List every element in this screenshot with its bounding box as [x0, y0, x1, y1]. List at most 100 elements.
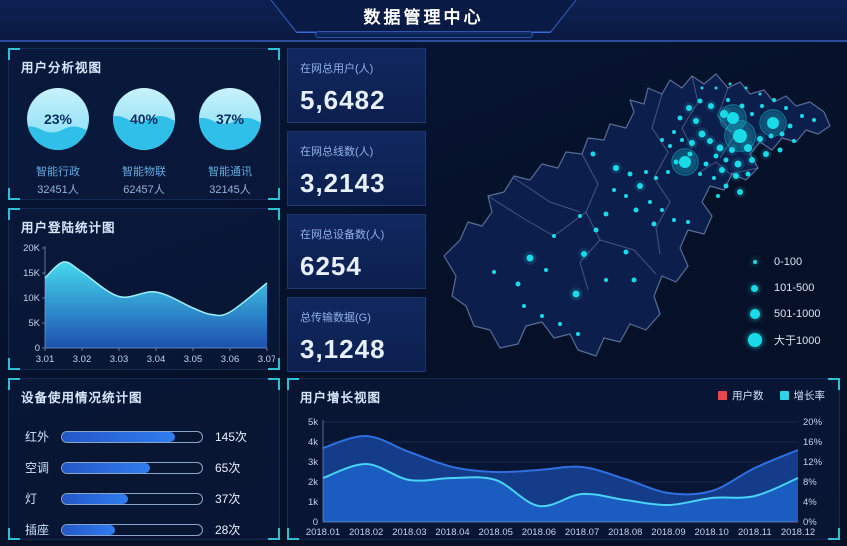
liquid-gauge-1[interactable]: 23% 智能行政 32451人 [18, 86, 98, 197]
login-area-chart[interactable]: 0 5K 10K 15K 20K 3.01 3.02 3.03 3.04 3.05 3.06 3.07 [15, 238, 275, 370]
stat-value: 3,1248 [300, 334, 386, 364]
stat-card-total-data: 总传输数据(G) 3,1248 [287, 297, 426, 372]
growth-chart-legend: 用户数 增长率 [718, 388, 825, 403]
device-bar-label: 灯 [25, 492, 38, 506]
map-bubble [744, 144, 752, 152]
map-bubble [749, 157, 755, 163]
device-bar-value: 28次 [215, 523, 241, 537]
svg-text:20K: 20K [23, 243, 41, 254]
map-bubble [540, 314, 544, 318]
map-legend-label: 0-100 [774, 256, 803, 268]
legend-item-growth-rate[interactable]: 增长率 [779, 388, 825, 403]
map-bubble [733, 173, 739, 179]
map-bubble [624, 194, 628, 198]
map-bubble [716, 194, 720, 198]
corner-decoration [287, 528, 299, 540]
map-bubble [522, 304, 526, 308]
map-bubble [492, 270, 496, 274]
map-bubble [613, 165, 619, 171]
gauge-percent: 23% [44, 111, 73, 127]
gauge-label: 智能通讯 [208, 166, 252, 178]
svg-text:20%: 20% [803, 417, 823, 428]
corner-decoration [8, 378, 20, 390]
device-bar-label: 空调 [25, 461, 50, 475]
map-bubble [719, 167, 725, 173]
map-legend-label: 大于1000 [774, 335, 821, 347]
svg-text:2018.01: 2018.01 [306, 527, 340, 538]
svg-text:0: 0 [313, 517, 318, 528]
map-bubble [728, 82, 732, 86]
svg-text:2018.10: 2018.10 [694, 527, 728, 538]
map-bubble [760, 104, 764, 108]
map-legend-item: 501-1000 [748, 306, 821, 322]
device-bar-label: 红外 [25, 430, 50, 444]
map-legend-label: 101-500 [774, 282, 815, 294]
corner-decoration [8, 528, 20, 540]
device-bar-value: 65次 [215, 461, 241, 475]
map-bubble [558, 322, 562, 326]
map-bubble [576, 332, 580, 336]
map-bubble [726, 98, 730, 102]
map-bubble [672, 218, 676, 222]
corner-decoration [828, 378, 840, 390]
liquid-gauge-2[interactable]: 40% 智能物联 62457人 [104, 86, 184, 197]
panel-device-usage: 设备使用情况统计图 红外145次空调65次灯37次插座28次窗帘24次 [8, 378, 280, 540]
svg-text:1k: 1k [308, 497, 318, 508]
svg-text:5K: 5K [28, 318, 40, 329]
map-bubble [727, 112, 739, 124]
device-bar-row: 插座 28次 [25, 521, 263, 538]
map-bubble [603, 211, 609, 217]
growth-area-chart[interactable]: 0 1k 2k 3k 4k 5k 0% 4% 8% 12% 16% 20% 2018.01 2018.02… [293, 414, 834, 540]
map-bubble [767, 117, 779, 129]
map-bubble [637, 183, 643, 189]
panel-title-user-growth: 用户增长视图 [300, 391, 382, 405]
x-axis-labels: 2018.01 2018.02 2018.03 2018.04 2018.05 2018.… [306, 527, 815, 538]
map-bubble [697, 98, 703, 104]
stat-value: 5,6482 [300, 85, 386, 115]
device-bar-row: 空调 65次 [25, 459, 263, 476]
legend-item-users[interactable]: 用户数 [718, 388, 764, 403]
right-axis-labels: 0% 4% 8% 12% 16% 20% [803, 417, 823, 528]
map-bubble [784, 106, 788, 110]
map-bubble [672, 130, 676, 134]
svg-text:3.07: 3.07 [258, 354, 275, 365]
map-bubble [668, 144, 672, 148]
svg-text:15K: 15K [23, 268, 41, 279]
map-bubble [633, 207, 639, 213]
stat-value: 6254 [300, 251, 362, 281]
map-bubble [703, 161, 709, 167]
map-bubble [612, 188, 616, 192]
bubble-size-icon [750, 309, 760, 319]
map-legend: 0-100 101-500 501-1000 大于1000 [748, 254, 821, 358]
map-bubble [707, 138, 713, 144]
corner-decoration [8, 188, 20, 200]
region-map[interactable]: 0-100 101-500 501-1000 大于1000 [430, 42, 842, 378]
liquid-gauge-3[interactable]: 37% 智能通讯 32145人 [190, 86, 270, 197]
bubble-size-icon [748, 333, 762, 347]
corner-decoration [268, 208, 280, 220]
map-bubble [660, 138, 664, 142]
map-bubble [713, 153, 719, 159]
svg-text:3.02: 3.02 [73, 354, 92, 365]
bubble-size-icon [753, 260, 757, 264]
map-outline [443, 73, 831, 357]
header-bar: 数据管理中心 [0, 0, 847, 42]
device-bar-row: 灯 37次 [25, 490, 263, 507]
stat-card-online-lines: 在网总线数(人) 3,2143 [287, 131, 426, 206]
map-bubble [526, 254, 534, 262]
panel-login-stats: 用户登陆统计图 0 5K 10K 15K 20K 3.01 3.02 3.03 3.04 3.05… [8, 208, 280, 370]
map-bubble [712, 176, 716, 180]
stat-label: 在网总用户(人) [300, 63, 374, 75]
stat-label: 在网总线数(人) [300, 146, 374, 158]
svg-text:2018.05: 2018.05 [479, 527, 513, 538]
map-bubble [578, 214, 582, 218]
device-bar-value: 145次 [215, 430, 248, 444]
map-bubble [677, 115, 683, 121]
device-bar-chart[interactable]: 红外145次空调65次灯37次插座28次窗帘24次 [9, 408, 279, 546]
corner-decoration [268, 378, 280, 390]
map-bubble [729, 147, 735, 153]
header-title-frame: 数据管理中心 [271, 0, 577, 33]
gauge-label: 智能物联 [122, 166, 166, 178]
map-bubble [787, 123, 793, 129]
legend-swatch-red [718, 391, 727, 400]
